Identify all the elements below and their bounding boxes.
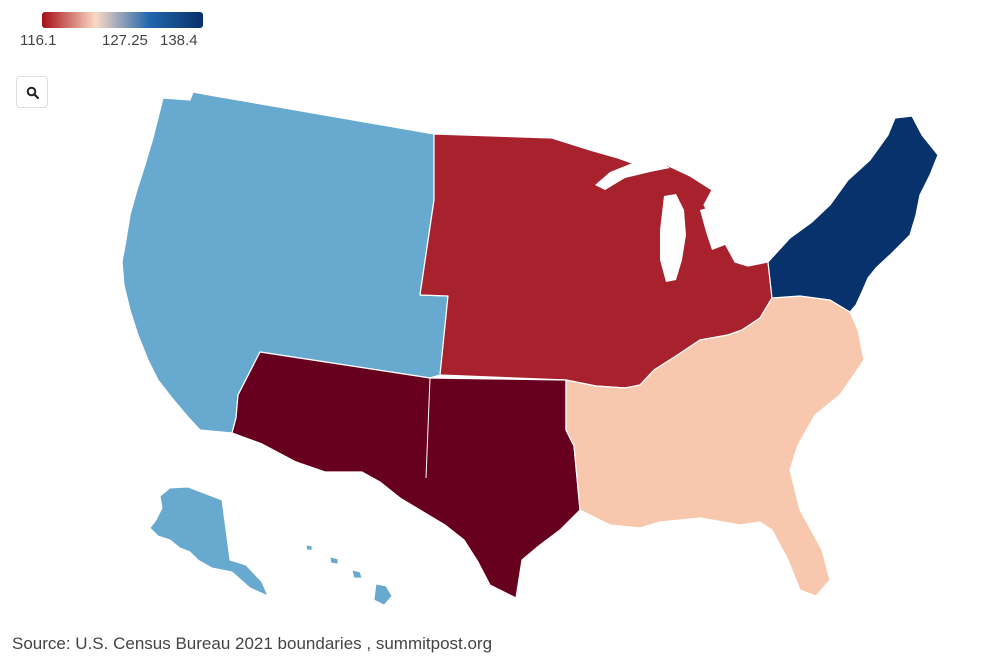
internal-boundary [425,377,431,479]
legend-min-label: 116.1 [20,32,57,49]
lake-superior [595,158,670,190]
legend-gradient-bar [42,12,203,28]
search-icon [26,86,40,100]
region-southeast[interactable] [565,295,865,597]
us-regions-map [121,91,939,606]
zoom-button[interactable] [16,76,48,108]
source-caption: Source: U.S. Census Bureau 2021 boundari… [12,634,493,653]
legend-max-label: 138.4 [160,32,198,49]
region-hawaii[interactable] [305,544,393,606]
region-northeast[interactable] [767,115,939,313]
legend-mid-label: 127.25 [102,32,148,49]
lake-michigan [660,194,686,282]
region-southwest[interactable] [231,351,581,599]
lake-huron [700,205,728,250]
color-legend: 116.1 127.25 138.4 [20,10,203,52]
region-alaska[interactable] [149,486,269,597]
